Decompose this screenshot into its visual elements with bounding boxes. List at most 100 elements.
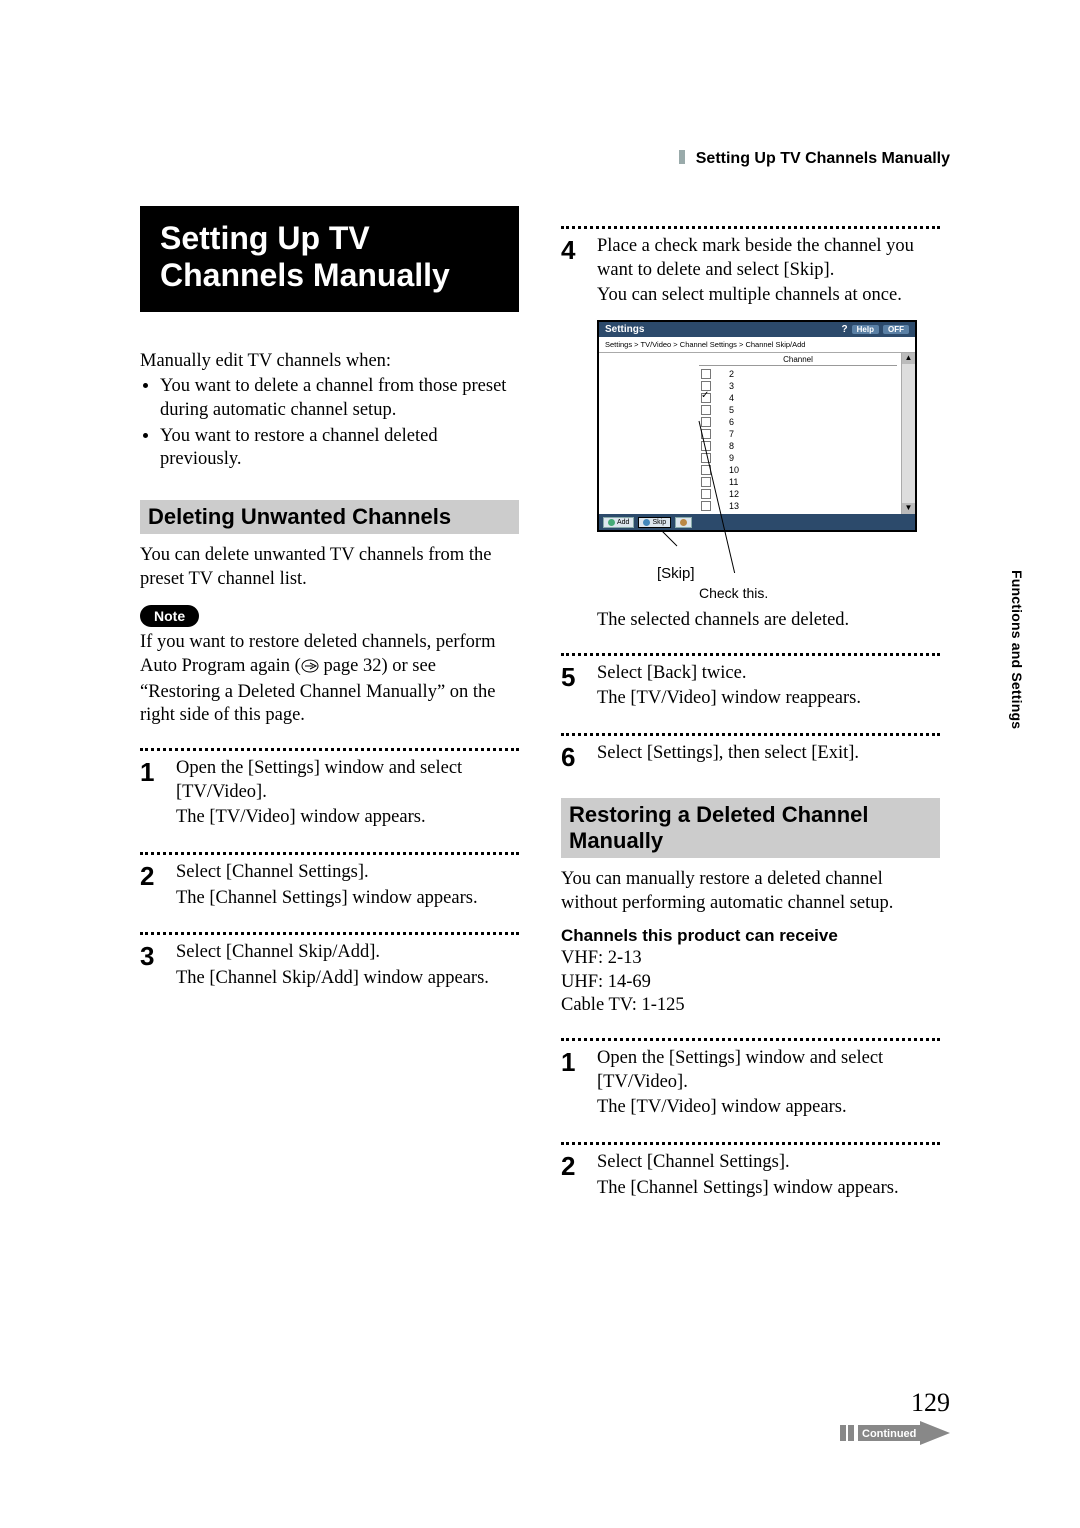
screenshot-channel-list: Channel 2345678910111213 bbox=[695, 353, 901, 514]
screenshot-channel-row: 3 bbox=[695, 380, 901, 392]
screenshot-title-text: Settings bbox=[605, 324, 644, 335]
screenshot-checkbox bbox=[701, 393, 711, 403]
content-columns: Setting Up TV Channels Manually Manually… bbox=[140, 206, 940, 1208]
screenshot-skip-label: Skip bbox=[652, 519, 666, 526]
step-line: The [Channel Settings] window appears. bbox=[176, 887, 478, 911]
step-number: 4 bbox=[561, 235, 583, 310]
screenshot-channel-row: 9 bbox=[695, 452, 901, 464]
screenshot-channel-row: 4 bbox=[695, 392, 901, 404]
step-line: Select [Channel Settings]. bbox=[176, 861, 478, 885]
screenshot-channel-label: 4 bbox=[729, 393, 734, 403]
off-chip: OFF bbox=[883, 325, 909, 334]
screenshot-rows-container: 2345678910111213 bbox=[695, 368, 901, 512]
scroll-down-icon: ▼ bbox=[902, 503, 915, 514]
channels-receive-line: UHF: 14-69 bbox=[561, 971, 940, 995]
step-body: Open the [Settings] window and select [T… bbox=[597, 1047, 940, 1122]
step-1-restore: 1 Open the [Settings] window and select … bbox=[561, 1047, 940, 1122]
step-line: The [Channel Settings] window appears. bbox=[597, 1177, 899, 1201]
screenshot-channel-row: 7 bbox=[695, 428, 901, 440]
step-body: Select [Channel Settings]. The [Channel … bbox=[597, 1151, 899, 1202]
step-number: 2 bbox=[561, 1151, 583, 1202]
screenshot-scrollbar: ▲ ▼ bbox=[901, 353, 915, 514]
screenshot-checkbox bbox=[701, 489, 711, 499]
screenshot-window: Settings ? Help OFF Settings > TV/Video … bbox=[597, 320, 917, 532]
continued-indicator: Continued bbox=[840, 1421, 950, 1450]
back-icon bbox=[680, 519, 687, 526]
screenshot-list-header: Channel bbox=[699, 355, 897, 366]
pointer-icon bbox=[301, 657, 319, 681]
screenshot-add-button: Add bbox=[603, 517, 634, 528]
running-header: Setting Up TV Channels Manually bbox=[679, 150, 950, 168]
step-3-left: 3 Select [Channel Skip/Add]. The [Channe… bbox=[140, 941, 519, 992]
step-line: The [Channel Skip/Add] window appears. bbox=[176, 967, 489, 991]
screenshot-channel-label: 12 bbox=[729, 489, 739, 499]
step-line: You can select multiple channels at once… bbox=[597, 284, 940, 308]
step-line: The [TV/Video] window reappears. bbox=[597, 687, 861, 711]
step-body: Select [Settings], then select [Exit]. bbox=[597, 742, 859, 770]
page-number: 129 bbox=[911, 1388, 950, 1418]
section-heading-restore: Restoring a Deleted Channel Manually bbox=[561, 798, 940, 858]
step-number: 1 bbox=[140, 757, 162, 832]
title-line-2: Channels Manually bbox=[160, 257, 499, 294]
step-line: Select [Settings], then select [Exit]. bbox=[597, 742, 859, 766]
continued-label: Continued bbox=[862, 1428, 916, 1440]
step-body: Select [Channel Settings]. The [Channel … bbox=[176, 861, 478, 912]
step-body: Select [Back] twice. The [TV/Video] wind… bbox=[597, 662, 861, 713]
screenshot-channel-row: 6 bbox=[695, 416, 901, 428]
dotted-divider bbox=[561, 653, 940, 656]
step-line: Select [Channel Skip/Add]. bbox=[176, 941, 489, 965]
screenshot-title-right: ? Help OFF bbox=[842, 324, 909, 335]
callout-lines-svg bbox=[597, 530, 917, 550]
note-body: If you want to restore deleted channels,… bbox=[140, 631, 519, 728]
right-column: 4 Place a check mark beside the channel … bbox=[561, 206, 940, 1208]
screenshot-channel-label: 11 bbox=[729, 477, 738, 487]
screenshot-checkbox bbox=[701, 477, 711, 487]
dotted-divider bbox=[140, 852, 519, 855]
screenshot-left-spacer bbox=[599, 353, 695, 514]
screenshot-channel-row: 5 bbox=[695, 404, 901, 416]
help-chip: Help bbox=[852, 325, 879, 334]
screenshot-checkbox bbox=[701, 453, 711, 463]
screenshot-skip-button: Skip bbox=[638, 517, 671, 528]
screenshot-figure: Settings ? Help OFF Settings > TV/Video … bbox=[597, 320, 917, 557]
intro-bullet-list: You want to delete a channel from those … bbox=[140, 375, 519, 472]
screenshot-channel-row: 8 bbox=[695, 440, 901, 452]
screenshot-channel-row: 11 bbox=[695, 476, 901, 488]
step-number: 5 bbox=[561, 662, 583, 713]
question-icon: ? bbox=[842, 324, 848, 335]
dotted-divider bbox=[561, 226, 940, 229]
dotted-divider bbox=[561, 1038, 940, 1041]
screenshot-channel-row: 10 bbox=[695, 464, 901, 476]
step-number: 3 bbox=[140, 941, 162, 992]
section-heading-delete: Deleting Unwanted Channels bbox=[140, 500, 519, 534]
running-header-text: Setting Up TV Channels Manually bbox=[696, 150, 950, 167]
step-line: Open the [Settings] window and select [T… bbox=[597, 1047, 940, 1094]
callout-labels: [Skip] Check this. bbox=[597, 563, 940, 609]
intro-bullet: You want to restore a channel deleted pr… bbox=[160, 425, 519, 472]
note-badge: Note bbox=[140, 605, 199, 627]
step-4-right: 4 Place a check mark beside the channel … bbox=[561, 235, 940, 310]
screenshot-channel-label: 13 bbox=[729, 501, 739, 511]
step-number: 1 bbox=[561, 1047, 583, 1122]
screenshot-channel-label: 7 bbox=[729, 429, 734, 439]
skip-icon bbox=[643, 519, 650, 526]
page: Setting Up TV Channels Manually Function… bbox=[140, 150, 940, 1208]
step-2-restore: 2 Select [Channel Settings]. The [Channe… bbox=[561, 1151, 940, 1202]
step-number: 6 bbox=[561, 742, 583, 770]
screenshot-channel-label: 8 bbox=[729, 441, 734, 451]
header-bar-icon bbox=[679, 150, 685, 164]
page-title: Setting Up TV Channels Manually bbox=[140, 206, 519, 312]
screenshot-breadcrumb: Settings > TV/Video > Channel Settings >… bbox=[599, 337, 915, 353]
step-number: 2 bbox=[140, 861, 162, 912]
screenshot-channel-label: 10 bbox=[729, 465, 739, 475]
screenshot-titlebar: Settings ? Help OFF bbox=[599, 322, 915, 337]
screenshot-back-button bbox=[675, 517, 692, 528]
step-body: Place a check mark beside the channel yo… bbox=[597, 235, 940, 310]
screenshot-add-label: Add bbox=[617, 519, 629, 526]
screenshot-checkbox bbox=[701, 441, 711, 451]
step-line: Open the [Settings] window and select [T… bbox=[176, 757, 519, 804]
dotted-divider bbox=[561, 733, 940, 736]
screenshot-checkbox bbox=[701, 501, 711, 511]
channels-receive-line: Cable TV: 1-125 bbox=[561, 994, 940, 1018]
continued-arrow-icon: Continued bbox=[840, 1421, 950, 1445]
